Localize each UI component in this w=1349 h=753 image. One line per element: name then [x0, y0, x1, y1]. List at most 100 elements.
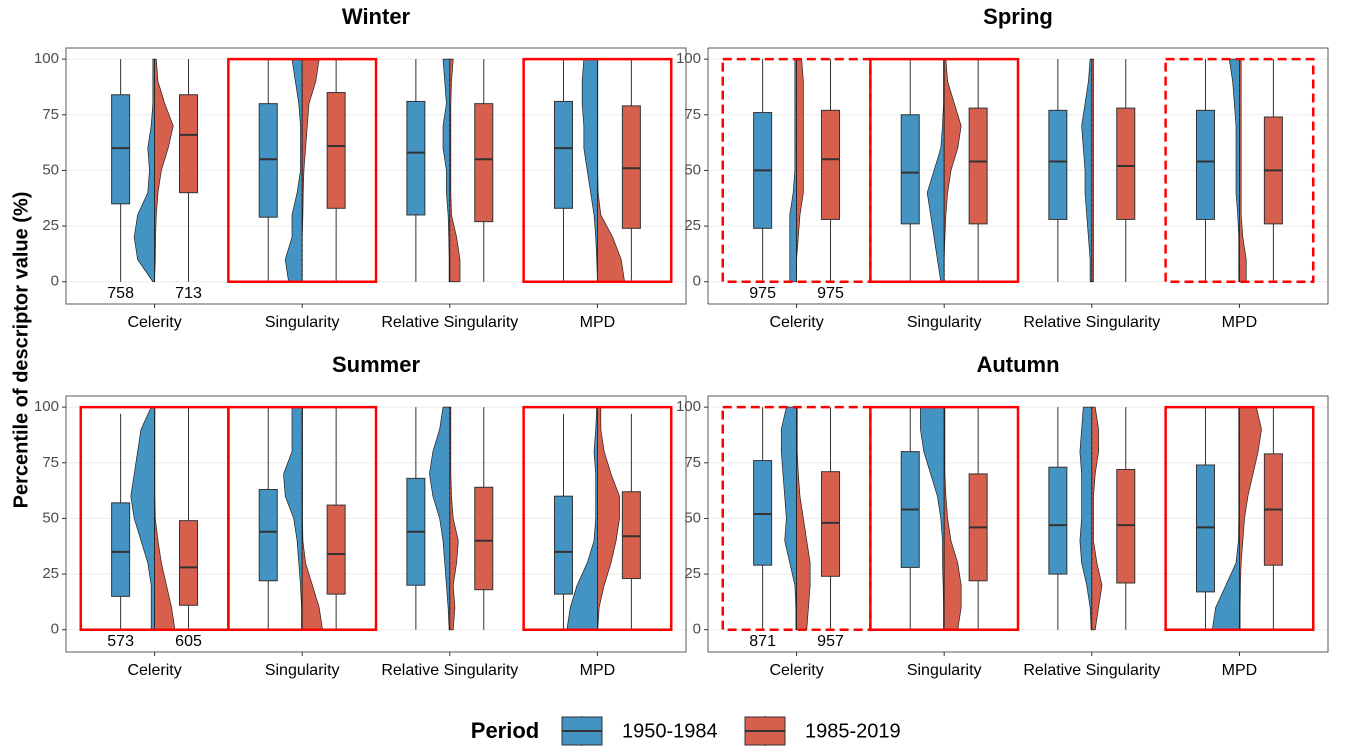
x-tick-label: Singularity — [907, 314, 982, 331]
y-tick-label: 25 — [684, 217, 701, 234]
box — [474, 103, 494, 223]
count-label: 975 — [749, 285, 776, 302]
panel-border — [707, 47, 1329, 305]
y-axis-label: Percentile of descriptor value (%) — [10, 192, 32, 509]
box — [1048, 466, 1068, 575]
box — [821, 109, 841, 220]
box — [111, 94, 131, 205]
box — [406, 100, 426, 216]
y-tick-label: 25 — [42, 217, 59, 234]
x-tick-label: Singularity — [265, 662, 340, 679]
count-label: 573 — [107, 633, 134, 650]
violin — [133, 58, 155, 283]
y-tick-label: 50 — [684, 509, 701, 526]
highlight-box — [522, 405, 673, 631]
highlight-box — [227, 57, 378, 283]
violin — [1079, 406, 1093, 631]
y-tick-label: 100 — [676, 50, 701, 67]
violin — [442, 58, 451, 283]
x-tick-label: MPD — [1222, 314, 1258, 331]
box — [621, 105, 641, 229]
violin — [1091, 406, 1103, 631]
violin — [154, 58, 174, 282]
x-tick-label: Celerity — [127, 662, 181, 679]
x-tick-label: Relative Singularity — [381, 314, 518, 331]
violin — [1211, 406, 1240, 631]
y-tick-label: 25 — [684, 565, 701, 582]
violin — [926, 58, 945, 283]
y-tick-label: 50 — [684, 161, 701, 178]
violin — [780, 406, 797, 631]
highlight-box — [869, 405, 1020, 631]
x-tick-label: Celerity — [769, 662, 823, 679]
box — [553, 100, 573, 209]
violin — [284, 58, 303, 283]
box — [821, 471, 841, 577]
highlight-box — [869, 57, 1020, 283]
count-label: 758 — [107, 285, 134, 302]
x-tick-label: Celerity — [769, 314, 823, 331]
y-tick-label: 75 — [42, 106, 59, 123]
y-tick-label: 0 — [51, 621, 59, 638]
count-label: 871 — [749, 633, 776, 650]
x-tick-label: MPD — [1222, 662, 1258, 679]
box — [968, 107, 988, 225]
legend-title: Period — [471, 718, 539, 743]
count-label: 605 — [175, 633, 202, 650]
box — [753, 460, 773, 566]
box — [1116, 107, 1136, 220]
y-tick-label: 100 — [34, 50, 59, 67]
panel-title: Autumn — [976, 352, 1059, 377]
box — [179, 520, 199, 606]
x-tick-label: Singularity — [907, 662, 982, 679]
y-tick-label: 75 — [42, 454, 59, 471]
panel-border — [65, 47, 687, 305]
violin — [449, 406, 459, 631]
panel-title: Summer — [332, 352, 420, 377]
y-tick-label: 0 — [51, 273, 59, 290]
violin — [920, 406, 945, 631]
box — [111, 502, 131, 597]
violin — [283, 406, 303, 631]
y-tick-label: 0 — [693, 621, 701, 638]
y-tick-label: 50 — [42, 509, 59, 526]
y-tick-label: 0 — [693, 273, 701, 290]
x-tick-label: Singularity — [265, 314, 340, 331]
highlight-box — [1164, 57, 1315, 283]
violin — [1091, 58, 1094, 283]
box — [621, 491, 641, 580]
violin — [429, 406, 451, 631]
highlight-box — [522, 57, 673, 283]
box — [179, 94, 199, 194]
x-tick-label: MPD — [580, 314, 616, 331]
count-label: 713 — [175, 285, 202, 302]
x-tick-label: Relative Singularity — [1023, 314, 1160, 331]
panel-border — [707, 395, 1329, 653]
box — [258, 488, 278, 582]
y-tick-label: 100 — [34, 398, 59, 415]
panel-border — [65, 395, 687, 653]
violin — [566, 406, 598, 631]
box — [1048, 109, 1068, 220]
violin — [154, 406, 176, 631]
panel-title: Spring — [983, 4, 1053, 29]
box — [1195, 109, 1215, 220]
box — [900, 114, 920, 225]
violin — [796, 406, 811, 631]
y-tick-label: 75 — [684, 106, 701, 123]
x-tick-label: Celerity — [127, 314, 181, 331]
y-tick-label: 50 — [42, 161, 59, 178]
highlight-box — [227, 405, 378, 631]
box — [1195, 464, 1215, 593]
x-tick-label: Relative Singularity — [1023, 662, 1160, 679]
y-tick-label: 25 — [42, 565, 59, 582]
count-label: 957 — [817, 633, 844, 650]
violin — [449, 58, 461, 283]
x-tick-label: MPD — [580, 662, 616, 679]
violin — [1239, 58, 1247, 283]
panel-title: Winter — [342, 4, 411, 29]
x-tick-label: Relative Singularity — [381, 662, 518, 679]
box — [326, 92, 346, 209]
violin — [597, 406, 620, 631]
